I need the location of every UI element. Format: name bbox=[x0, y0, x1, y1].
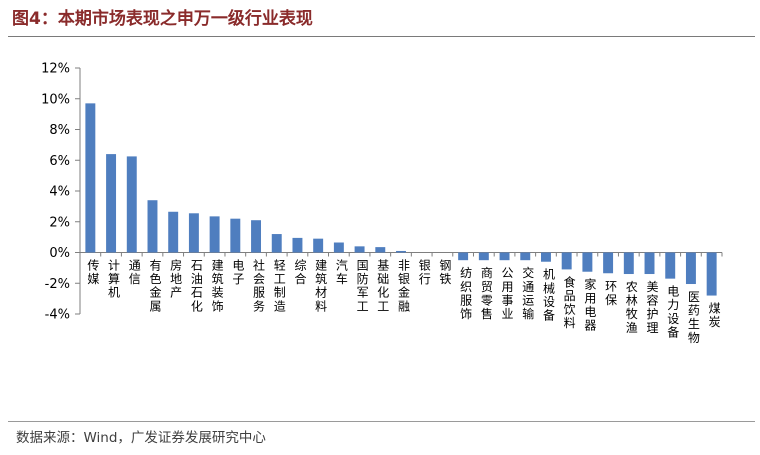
category-label: 家用电器 bbox=[584, 277, 596, 333]
bar bbox=[458, 252, 469, 261]
category-label: 银行 bbox=[419, 259, 431, 287]
category-label: 农林牧渔 bbox=[626, 280, 638, 335]
bar bbox=[375, 247, 386, 253]
bar bbox=[396, 250, 406, 253]
y-tick-label: 2% bbox=[49, 215, 70, 230]
bar bbox=[188, 213, 199, 253]
bar bbox=[333, 242, 344, 253]
category-label: 电力设备 bbox=[667, 285, 679, 340]
bar bbox=[209, 216, 220, 253]
bar bbox=[271, 234, 282, 253]
bar bbox=[147, 200, 158, 253]
category-label: 建筑装饰 bbox=[212, 259, 224, 314]
category-label: 商贸零售 bbox=[481, 265, 493, 321]
y-tick-label: 6% bbox=[49, 154, 70, 169]
y-tick-label: 0% bbox=[49, 246, 70, 261]
category-label: 医药生物 bbox=[688, 290, 700, 345]
category-label: 电子 bbox=[232, 259, 244, 287]
bar bbox=[313, 238, 324, 253]
category-label: 钢铁 bbox=[439, 259, 451, 287]
category-label: 计算机 bbox=[108, 259, 120, 300]
bar bbox=[623, 252, 634, 275]
category-label: 汽车 bbox=[336, 258, 348, 287]
category-label: 通信 bbox=[129, 259, 141, 287]
bar bbox=[603, 252, 614, 274]
category-label: 纺织服饰 bbox=[460, 266, 472, 321]
bottom-divider bbox=[8, 421, 755, 422]
category-label: 轻工制造 bbox=[274, 259, 286, 314]
category-label: 煤炭 bbox=[709, 302, 721, 330]
bar bbox=[644, 252, 655, 275]
category-labels: 传媒计算机通信有色金属房地产石油石化建筑装饰电子社会服务轻工制造综合建筑材料汽车… bbox=[87, 258, 720, 345]
bar bbox=[354, 246, 365, 253]
category-label: 石油石化 bbox=[191, 259, 203, 314]
category-label: 食品饮料 bbox=[564, 274, 576, 330]
y-tick-label: 4% bbox=[49, 185, 70, 200]
bar bbox=[168, 211, 179, 253]
source-note: 数据来源：Wind，广发证券发展研究中心 bbox=[16, 430, 266, 446]
y-tick-label: 10% bbox=[41, 92, 70, 107]
bar bbox=[520, 252, 531, 261]
category-label: 传媒 bbox=[87, 258, 99, 287]
bar bbox=[665, 252, 676, 279]
category-label: 综合 bbox=[294, 259, 306, 287]
category-label: 机械设备 bbox=[543, 268, 555, 323]
y-tick-label: -4% bbox=[45, 308, 70, 323]
bar bbox=[582, 252, 593, 272]
category-label: 非银金融 bbox=[398, 259, 410, 314]
category-label: 社会服务 bbox=[253, 258, 265, 314]
bar bbox=[292, 237, 303, 253]
bar-chart: -4% -2% 0% 2% 4% 6% 8% 10% 12% 传媒计算机通信有色金属房地产石油石… bbox=[41, 62, 723, 345]
category-label: 国防军工 bbox=[357, 259, 369, 314]
y-tick-label: 8% bbox=[49, 123, 70, 138]
category-label: 有色金属 bbox=[149, 259, 161, 314]
bar bbox=[106, 154, 117, 253]
bar bbox=[251, 220, 262, 253]
category-label: 基础化工 bbox=[377, 259, 389, 314]
y-tick-label: -2% bbox=[45, 277, 70, 292]
category-label: 美容护理 bbox=[647, 280, 659, 335]
bar bbox=[706, 252, 717, 296]
chart-bars bbox=[85, 103, 717, 296]
bar bbox=[685, 252, 696, 285]
category-label: 公用事业 bbox=[502, 266, 514, 321]
bar bbox=[561, 252, 572, 270]
bar bbox=[499, 252, 510, 261]
bar bbox=[126, 156, 137, 253]
y-tick-label: 12% bbox=[41, 62, 70, 77]
bar bbox=[540, 252, 551, 262]
category-label: 环保 bbox=[605, 279, 617, 307]
bar bbox=[478, 252, 489, 261]
top-divider bbox=[8, 36, 755, 37]
category-label: 房地产 bbox=[170, 258, 182, 300]
bar bbox=[230, 218, 241, 253]
figure-title: 图4：本期市场表现之申万一级行业表现 bbox=[12, 9, 313, 29]
bar bbox=[85, 103, 96, 253]
chart-axes: -4% -2% 0% 2% 4% 6% 8% 10% 12% bbox=[41, 62, 723, 323]
category-label: 交通运输 bbox=[522, 265, 534, 321]
category-label: 建筑材料 bbox=[315, 259, 327, 314]
